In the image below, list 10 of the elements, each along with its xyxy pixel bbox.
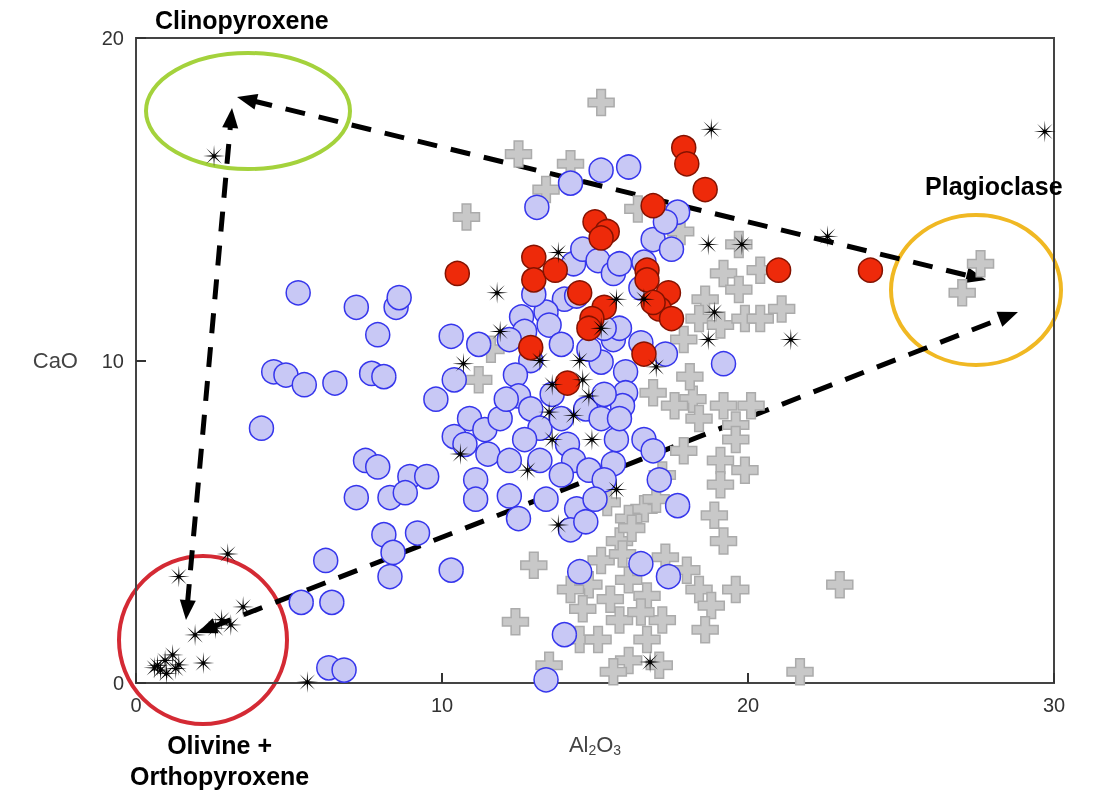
y-tick-label: 0 (112, 672, 124, 694)
x-tick-label: 20 (736, 694, 760, 716)
x-tick-label: 30 (1042, 694, 1066, 716)
y-tick-label: 20 (101, 27, 124, 49)
x-tick-label: 10 (430, 694, 454, 716)
text: Clinopyroxene (154, 5, 329, 34)
x-tick-label: 0 (130, 694, 142, 716)
y-tick-label: 10 (101, 349, 124, 372)
y-axis-title: CaO (32, 348, 78, 373)
text: Olivine + Orthopyroxene (130, 730, 310, 790)
